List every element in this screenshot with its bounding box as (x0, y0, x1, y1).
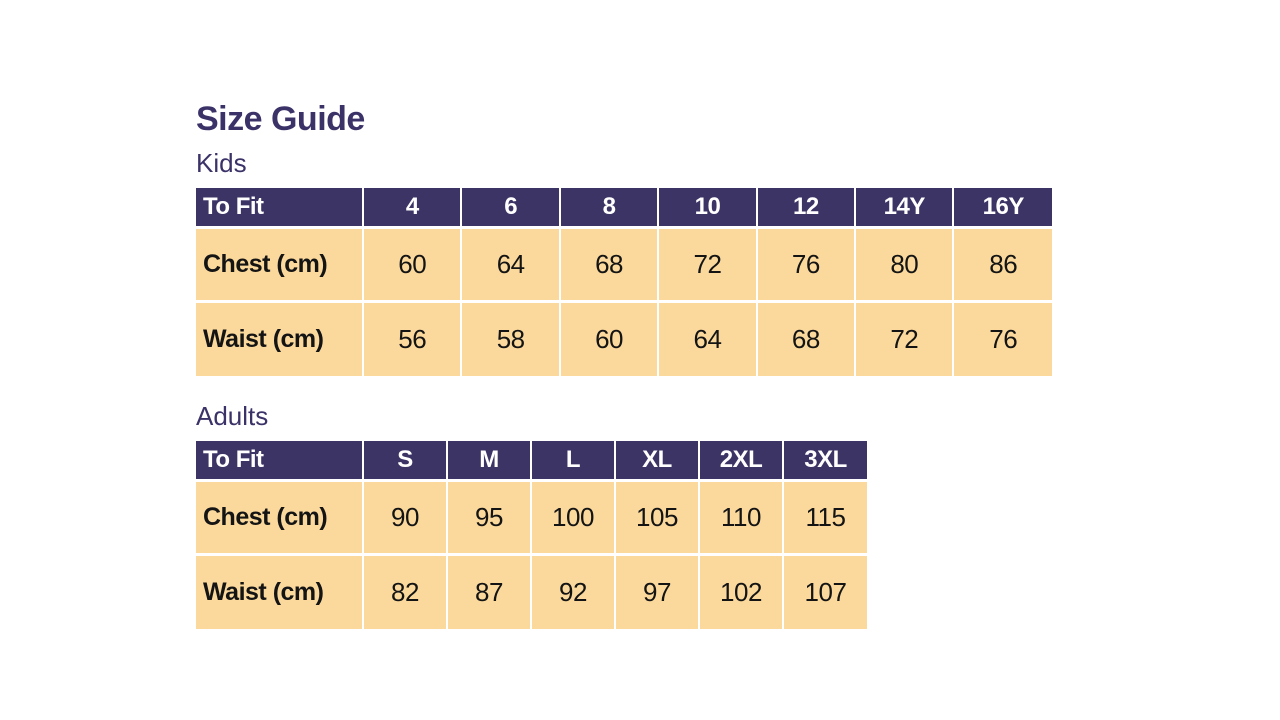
size-column-header: M (447, 440, 532, 483)
row-label: Chest (cm) (196, 480, 364, 557)
measurement-row: Waist (cm) 82 87 92 97 102 107 (196, 554, 867, 629)
size-column-header: 4 (363, 187, 463, 230)
kids-section: Kids To Fit 4 6 8 10 12 14Y 16Y Chest (cm) 60 64 68… (196, 148, 1096, 376)
size-guide-page: Size Guide Kids To Fit 4 6 8 10 12 14Y 16Y Chest… (196, 100, 1096, 655)
size-value-cell: 95 (447, 480, 532, 557)
measurement-row: Waist (cm) 56 58 60 64 68 72 76 (196, 301, 1052, 376)
size-value-cell: 80 (855, 227, 955, 304)
size-value-cell: 90 (363, 480, 448, 557)
size-column-header: 12 (756, 187, 857, 230)
size-value-cell: 76 (953, 301, 1052, 376)
to-fit-header-cell: To Fit (196, 440, 364, 483)
size-column-header: 16Y (953, 187, 1052, 230)
size-value-cell: 60 (559, 301, 660, 376)
header-row: To Fit S M L XL 2XL 3XL (196, 440, 867, 483)
size-column-header: L (531, 440, 616, 483)
row-label: Chest (cm) (196, 227, 365, 304)
page-title: Size Guide (196, 100, 365, 138)
measurement-row: Chest (cm) 60 64 68 72 76 80 86 (196, 227, 1052, 304)
size-column-header: S (363, 440, 448, 483)
size-column-header: XL (615, 440, 700, 483)
adults-section: Adults To Fit S M L XL 2XL 3XL Chest (cm) 90 95 10… (196, 400, 1096, 629)
size-value-cell: 87 (447, 554, 532, 629)
size-value-cell: 72 (658, 227, 758, 304)
size-value-cell: 97 (615, 554, 700, 629)
kids-section-heading: Kids (196, 148, 247, 179)
size-column-header: 3XL (783, 440, 867, 483)
to-fit-header-cell: To Fit (196, 187, 365, 230)
size-value-cell: 82 (363, 554, 448, 629)
size-column-header: 6 (461, 187, 561, 230)
size-value-cell: 102 (699, 554, 784, 629)
adults-size-table: To Fit S M L XL 2XL 3XL Chest (cm) 90 95 100 105 110… (196, 440, 867, 629)
row-label: Waist (cm) (196, 301, 365, 376)
size-value-cell: 107 (783, 554, 867, 629)
kids-size-table: To Fit 4 6 8 10 12 14Y 16Y Chest (cm) 60 64 68 72 76 8… (196, 187, 1052, 376)
header-row: To Fit 4 6 8 10 12 14Y 16Y (196, 187, 1052, 230)
size-value-cell: 115 (783, 480, 867, 557)
size-column-header: 14Y (855, 187, 955, 230)
size-value-cell: 58 (461, 301, 561, 376)
size-value-cell: 100 (531, 480, 616, 557)
size-value-cell: 105 (615, 480, 700, 557)
adults-section-heading: Adults (196, 400, 269, 431)
size-value-cell: 64 (658, 301, 758, 376)
size-value-cell: 92 (531, 554, 616, 629)
size-column-header: 2XL (699, 440, 784, 483)
size-value-cell: 60 (363, 227, 463, 304)
size-value-cell: 110 (699, 480, 784, 557)
size-value-cell: 86 (953, 227, 1052, 304)
size-value-cell: 56 (363, 301, 463, 376)
size-value-cell: 68 (756, 301, 857, 376)
size-value-cell: 72 (855, 301, 955, 376)
size-value-cell: 76 (756, 227, 857, 304)
row-label: Waist (cm) (196, 554, 364, 629)
measurement-row: Chest (cm) 90 95 100 105 110 115 (196, 480, 867, 557)
size-column-header: 10 (658, 187, 758, 230)
size-value-cell: 68 (559, 227, 660, 304)
size-column-header: 8 (559, 187, 660, 230)
size-value-cell: 64 (461, 227, 561, 304)
